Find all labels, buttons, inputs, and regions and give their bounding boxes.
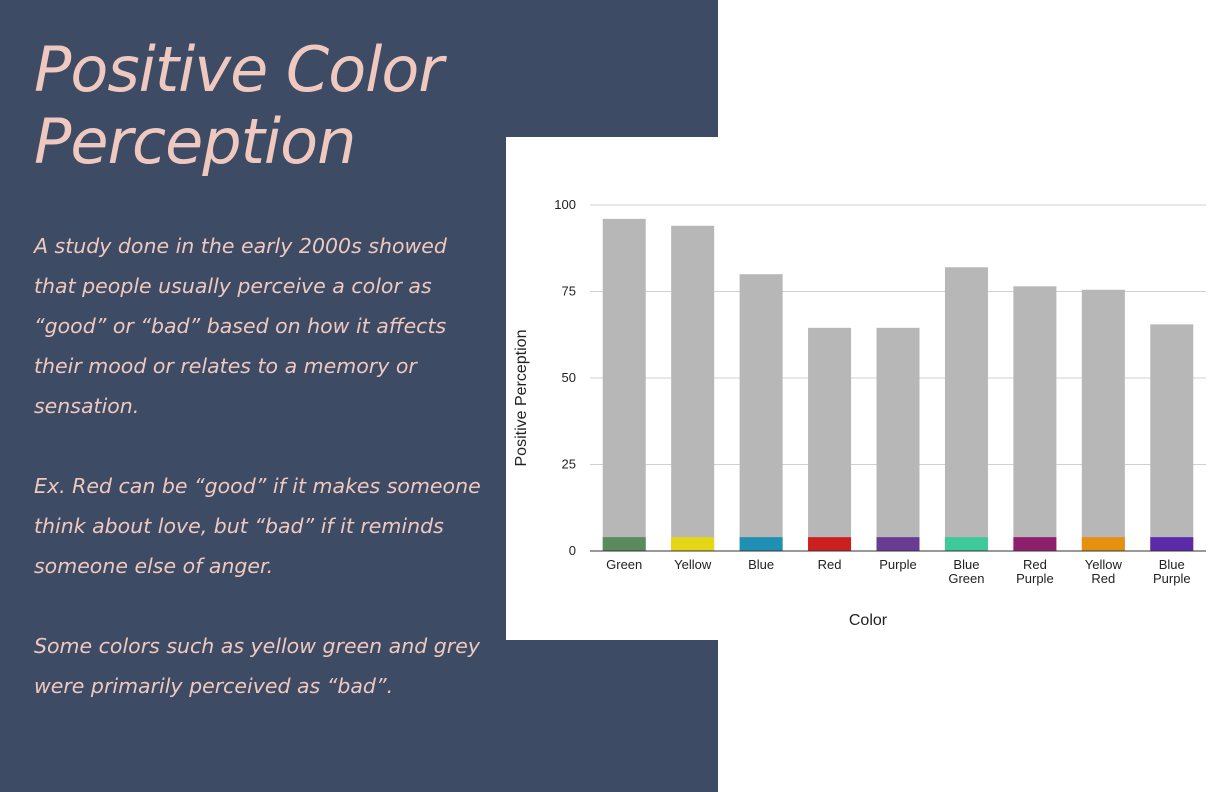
bar-color-band	[876, 537, 920, 551]
x-tick-label: Red Purple	[1016, 557, 1054, 586]
y-tick-label: 50	[562, 370, 576, 385]
bar-color-band	[1150, 537, 1194, 551]
bar	[739, 274, 783, 551]
bar-color-band	[671, 537, 715, 551]
x-axis-title: Color	[849, 612, 888, 629]
bar-color-band	[602, 537, 646, 551]
bar	[671, 225, 715, 551]
bar-color-band	[739, 537, 783, 551]
y-tick-label: 75	[562, 284, 576, 299]
y-tick-label: 0	[569, 543, 576, 558]
y-axis-title: Positive Perception	[513, 330, 530, 467]
x-tick-label: Purple	[879, 557, 917, 572]
y-tick-label: 100	[554, 197, 576, 212]
x-tick-label: Green	[606, 557, 642, 572]
x-tick-label: Yellow	[674, 557, 712, 572]
x-tick-label: Blue	[748, 557, 774, 572]
body-text: A study done in the early 2000s showed t…	[34, 226, 489, 706]
title-line-1: Positive Color	[34, 33, 444, 106]
x-tick-label: Yellow Red	[1085, 557, 1123, 586]
slide-title: Positive Color Perception	[34, 34, 504, 178]
bar	[602, 218, 646, 551]
bars	[602, 218, 1194, 551]
paragraph-example: Ex. Red can be “good” if it makes someon…	[34, 474, 481, 578]
y-tick-labels: 0 25 50 75 100	[554, 197, 576, 558]
bar	[808, 327, 852, 551]
bar-color-band	[1081, 537, 1125, 551]
bar-color-band	[1013, 537, 1057, 551]
x-tick-label: Red	[818, 557, 842, 572]
bar	[1081, 289, 1125, 551]
x-tick-label: Blue Purple	[1153, 557, 1191, 586]
bar-color-band	[944, 537, 988, 551]
bar-color-band	[808, 537, 852, 551]
y-tick-label: 25	[562, 457, 576, 472]
bar	[1150, 324, 1194, 551]
title-line-2: Perception	[34, 105, 356, 178]
bar	[1013, 286, 1057, 551]
x-tick-label: Blue Green	[948, 557, 984, 586]
bar	[876, 327, 920, 551]
paragraph-bad-colors: Some colors such as yellow green and gre…	[34, 634, 480, 698]
paragraph-study: A study done in the early 2000s showed t…	[34, 234, 447, 418]
chart-card: 0 25 50 75 100 Green Yellow Blue Red Purple Blue G…	[506, 137, 1224, 640]
bar	[944, 267, 988, 551]
